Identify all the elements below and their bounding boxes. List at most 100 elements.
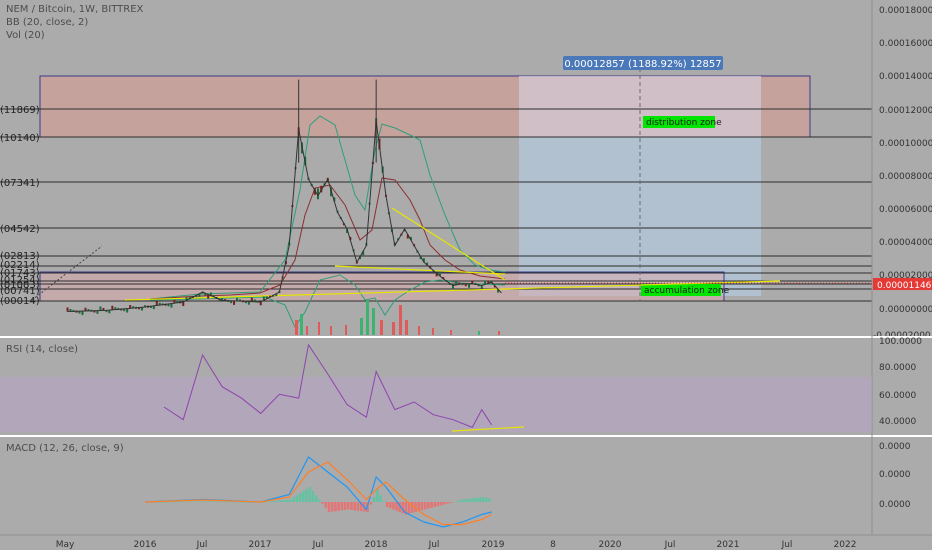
macd-bar xyxy=(318,499,321,502)
macd-bar xyxy=(382,501,386,502)
macd-bar xyxy=(411,502,414,513)
candle xyxy=(170,303,173,308)
macd-bar xyxy=(481,497,485,502)
time-label: Jul xyxy=(312,540,324,550)
price-axis: 0.00018000 0.00016000 0.00014000 0.00012… xyxy=(873,6,932,341)
macd-bar xyxy=(242,501,245,503)
macd-bar xyxy=(436,502,440,507)
macd-bar xyxy=(196,501,199,503)
macd-bar xyxy=(330,502,334,512)
macd-bar xyxy=(305,489,308,502)
macd-bar xyxy=(372,497,376,502)
price-tick: 0.00002000 xyxy=(879,271,932,281)
macd-label: MACD (12, 26, close, 9) xyxy=(6,443,124,454)
candle xyxy=(78,311,81,314)
candle xyxy=(250,297,253,302)
candle xyxy=(221,297,224,301)
candle xyxy=(452,285,454,290)
bollinger-middle xyxy=(149,177,506,300)
macd-bar xyxy=(449,502,453,503)
macd-bar xyxy=(211,501,215,503)
macd-bar xyxy=(199,501,203,503)
macd-bar xyxy=(452,502,456,503)
candle xyxy=(442,277,445,279)
macd-bar xyxy=(178,501,181,503)
time-label: 2017 xyxy=(249,540,272,550)
early-dotted-trend xyxy=(31,245,103,301)
macd-bar xyxy=(214,501,218,503)
macd-bar xyxy=(468,498,472,502)
fib-label: (01254) xyxy=(0,275,40,286)
volume-bar xyxy=(372,308,375,335)
candle xyxy=(123,308,126,312)
macd-bar xyxy=(245,501,248,503)
macd-bar xyxy=(276,500,280,502)
macd-bar xyxy=(220,501,224,503)
candle xyxy=(69,309,72,312)
macd-bar xyxy=(356,502,360,511)
time-label: Jul xyxy=(428,540,440,550)
macd-bar xyxy=(227,501,230,503)
macd-bar xyxy=(166,501,169,503)
accumulation-zone-label-bg xyxy=(641,284,721,296)
candle xyxy=(471,281,474,284)
volume-bar xyxy=(432,328,434,335)
macd-tick: 0.0000 xyxy=(879,442,911,452)
volume-bar xyxy=(330,326,332,335)
candle xyxy=(419,256,422,260)
candle xyxy=(96,310,99,314)
macd-bar xyxy=(488,498,491,502)
macd-tick: 0.0000 xyxy=(879,500,911,510)
macd-bar xyxy=(230,501,233,503)
accumulation-zone-box[interactable] xyxy=(39,271,725,302)
macd-bar xyxy=(347,502,350,510)
price-tick: 0.00016000 xyxy=(879,39,932,49)
macd-bar xyxy=(202,501,206,502)
volume-bar xyxy=(478,331,480,335)
candle xyxy=(144,305,146,308)
candle xyxy=(218,298,221,301)
trendline-support xyxy=(124,280,781,301)
candle xyxy=(167,303,170,307)
macd-bar xyxy=(385,502,389,507)
chart-title: NEM / Bitcoin, 1W, BITTREX xyxy=(6,4,144,15)
macd-bar xyxy=(414,502,417,512)
macd-bar xyxy=(395,502,398,511)
candle xyxy=(438,272,441,277)
candle xyxy=(111,305,114,310)
price-tick: 0.00012000 xyxy=(879,106,932,116)
price-tick: 0.00008000 xyxy=(879,172,932,182)
candle xyxy=(198,293,201,297)
macd-bar xyxy=(446,502,449,504)
macd-bar xyxy=(311,491,315,502)
fib-label: (10140) xyxy=(0,133,40,144)
candle xyxy=(403,229,406,232)
current-price-tag xyxy=(873,278,932,290)
macd-bar xyxy=(286,499,289,502)
rsi-pane: RSI (14, close) 100.0000 80.0000 60.0000… xyxy=(0,337,922,432)
candle xyxy=(182,302,185,307)
candle xyxy=(359,256,362,260)
rsi-tick: 100.0000 xyxy=(879,337,922,347)
volume-bars xyxy=(295,300,500,335)
fib-label: (00741) xyxy=(0,286,40,297)
candle xyxy=(126,308,129,313)
macd-bar xyxy=(459,500,462,502)
volume-bar xyxy=(380,320,383,335)
macd-bar xyxy=(475,497,478,502)
macd-bar xyxy=(350,502,353,510)
time-label: Jul xyxy=(781,540,793,550)
trendline-upper xyxy=(391,207,506,281)
macd-bar xyxy=(282,500,286,502)
candle xyxy=(99,306,102,311)
macd-bar xyxy=(308,487,311,502)
fib-label: (01083) xyxy=(0,280,40,291)
candle xyxy=(155,301,158,306)
macd-bar xyxy=(236,501,239,503)
volume-bar xyxy=(366,300,369,335)
macd-bar xyxy=(327,502,331,512)
volume-bar xyxy=(392,322,395,335)
time-label: 2019 xyxy=(482,540,505,550)
macd-bar xyxy=(340,502,344,511)
